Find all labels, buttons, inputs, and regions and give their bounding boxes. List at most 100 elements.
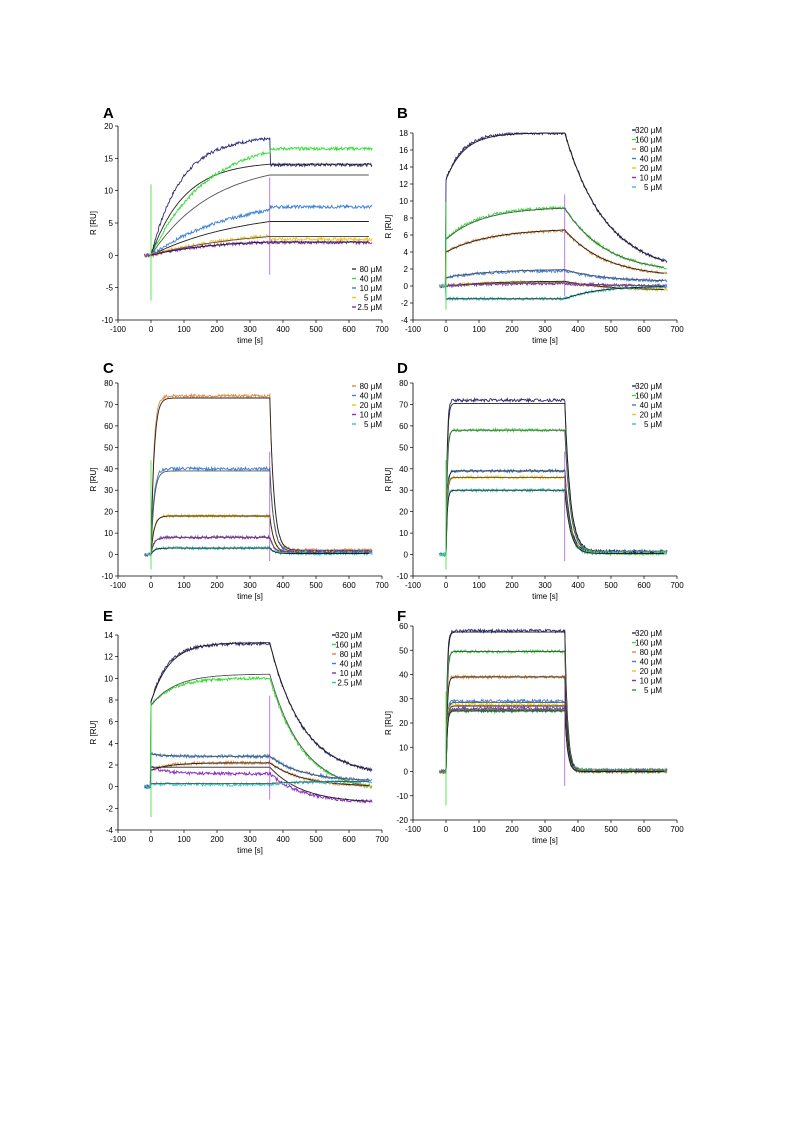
x-tick-label: 500 — [309, 835, 323, 844]
legend-label: 10 µM — [340, 669, 363, 678]
legend-label: 5 µM — [364, 294, 382, 303]
series-D-2-data — [439, 467, 668, 558]
legend-label: 80 µM — [640, 648, 663, 657]
y-tick-label: 70 — [104, 400, 113, 409]
y-tick-label: -10 — [396, 572, 408, 581]
x-tick-label: 500 — [604, 581, 618, 590]
series-E-1-data — [143, 676, 373, 790]
y-tick-label: 40 — [399, 671, 408, 680]
x-tick-label: 0 — [444, 325, 449, 334]
y-tick-label: -5 — [106, 284, 114, 293]
series-C-4-fit — [150, 547, 369, 555]
series-B-2-fit — [445, 229, 664, 274]
series-E-4-fit — [151, 766, 369, 802]
y-axis-title: R [RU] — [89, 468, 98, 492]
x-tick-label: 200 — [505, 325, 519, 334]
x-tick-label: -100 — [405, 825, 422, 834]
x-tick-label: 100 — [472, 325, 486, 334]
y-tick-label: -10 — [101, 316, 113, 325]
panel-letter: E — [103, 608, 113, 625]
y-tick-label: 8 — [109, 696, 114, 705]
series-C-1-fit — [150, 470, 369, 555]
x-axis-title: time [s] — [532, 836, 558, 845]
x-tick-label: 600 — [342, 581, 356, 590]
x-tick-label: 700 — [375, 835, 389, 844]
series-A-4-fit — [150, 241, 369, 256]
x-axis-title: time [s] — [532, 592, 558, 601]
y-tick-label: 10 — [399, 197, 408, 206]
y-tick-label: 12 — [104, 653, 113, 662]
y-tick-label: 2 — [404, 265, 409, 274]
series-A-2-fit — [150, 221, 369, 256]
legend-label: 10 µM — [640, 677, 663, 686]
y-tick-label: 80 — [399, 379, 408, 388]
x-axis-title: time [s] — [532, 336, 558, 345]
y-tick-label: 10 — [104, 529, 113, 538]
y-tick-label: 40 — [104, 465, 113, 474]
x-tick-label: 500 — [309, 325, 323, 334]
y-tick-label: 30 — [104, 486, 113, 495]
legend-label: 5 µM — [644, 183, 662, 192]
x-tick-label: 500 — [604, 825, 618, 834]
y-tick-label: 50 — [399, 646, 408, 655]
series-A-1-data — [143, 145, 373, 259]
legend-label: 10 µM — [360, 411, 383, 420]
series-F-2-fit — [445, 676, 664, 772]
x-tick-label: 100 — [472, 825, 486, 834]
x-tick-label: 600 — [637, 825, 651, 834]
series-E-3-data — [144, 752, 373, 790]
x-tick-label: 0 — [444, 825, 449, 834]
series-F-4-fit — [445, 705, 664, 772]
y-tick-label: 60 — [399, 622, 408, 631]
legend-label: 5 µM — [364, 420, 382, 429]
y-tick-label: 4 — [404, 248, 409, 257]
x-tick-label: -100 — [110, 581, 127, 590]
series-E-0-fit — [150, 642, 369, 770]
series-E-1-fit — [150, 673, 369, 787]
y-tick-label: 10 — [104, 187, 113, 196]
x-tick-label: 400 — [571, 825, 585, 834]
legend-label: 40 µM — [340, 660, 363, 669]
x-axis-title: time [s] — [237, 336, 263, 345]
x-tick-label: 700 — [375, 325, 389, 334]
x-tick-label: 300 — [538, 325, 552, 334]
y-tick-label: 12 — [399, 180, 408, 189]
x-tick-label: -100 — [405, 325, 422, 334]
series-B-0-data — [439, 131, 668, 288]
y-tick-label: 10 — [399, 529, 408, 538]
series-B-3-fit — [445, 269, 664, 282]
y-tick-label: 40 — [399, 465, 408, 474]
y-tick-label: 0 — [404, 282, 409, 291]
x-tick-label: 400 — [276, 325, 290, 334]
y-tick-label: 20 — [104, 122, 113, 131]
y-axis-title: R [RU] — [89, 721, 98, 745]
panel-letter: F — [397, 608, 406, 625]
y-tick-label: 18 — [399, 129, 408, 138]
x-tick-label: 300 — [538, 581, 552, 590]
legend-label: 160 µM — [635, 639, 662, 648]
series-D-4-fit — [445, 489, 664, 555]
y-tick-label: 0 — [404, 768, 409, 777]
legend-label: 40 µM — [640, 155, 663, 164]
x-tick-label: 300 — [243, 581, 257, 590]
y-tick-label: 60 — [399, 422, 408, 431]
series-D-2-fit — [445, 470, 664, 555]
x-tick-label: 100 — [177, 325, 191, 334]
y-tick-label: -4 — [401, 316, 409, 325]
y-tick-label: 30 — [399, 486, 408, 495]
y-tick-label: -10 — [396, 792, 408, 801]
series-B-1-fit — [445, 207, 664, 268]
panel-letter: A — [103, 105, 114, 122]
series-C-1-data — [144, 465, 373, 558]
series-C-3-fit — [150, 536, 369, 555]
y-axis-title: R [RU] — [384, 215, 393, 239]
series-E-3-fit — [150, 753, 369, 781]
y-tick-label: 2 — [109, 761, 114, 770]
legend-label: 80 µM — [360, 382, 383, 391]
x-tick-label: 200 — [505, 825, 519, 834]
series-B-5-data — [439, 281, 668, 289]
